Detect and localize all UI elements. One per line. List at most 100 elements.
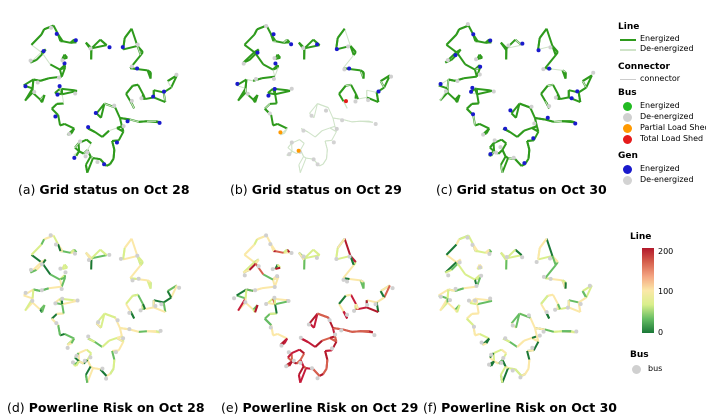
network-graph xyxy=(232,233,395,384)
line-segment xyxy=(534,117,545,121)
line-segment xyxy=(144,306,154,311)
line-segment xyxy=(261,285,275,290)
bus-node xyxy=(474,57,479,62)
bus-node xyxy=(447,298,452,303)
line-segment xyxy=(501,359,507,367)
bus-node xyxy=(345,312,350,317)
line-segment xyxy=(129,328,139,333)
bus-node xyxy=(100,366,105,371)
bus-node xyxy=(520,255,525,260)
bus-node xyxy=(473,298,478,303)
line-segment xyxy=(99,248,108,256)
bus-node xyxy=(506,43,511,48)
line-segment xyxy=(295,359,302,365)
bus-swatch xyxy=(632,365,641,374)
line-segment xyxy=(236,294,246,300)
bus-node xyxy=(510,323,515,328)
legend-bus-total: Total Load Shed xyxy=(640,134,704,143)
line-segment xyxy=(49,273,61,281)
line-segment xyxy=(501,149,507,157)
line-segment xyxy=(100,103,106,119)
line-segment xyxy=(40,238,45,245)
line-segment xyxy=(270,33,275,42)
line-segment xyxy=(482,342,487,346)
bus-node xyxy=(245,91,250,96)
bus-node xyxy=(279,343,284,348)
line-segment xyxy=(303,38,314,50)
bus-node xyxy=(488,296,493,301)
generator-node xyxy=(62,61,67,66)
line-segment xyxy=(275,266,281,270)
bus-node xyxy=(471,324,476,329)
line-segment xyxy=(299,352,306,361)
line-segment xyxy=(516,339,525,348)
line-segment xyxy=(500,348,507,355)
line-segment xyxy=(41,304,46,313)
line-segment xyxy=(568,299,579,304)
line-segment xyxy=(60,277,67,287)
bus-node xyxy=(372,333,377,338)
line-segment xyxy=(129,118,139,123)
bus-node xyxy=(455,79,460,84)
line-segment xyxy=(458,24,469,31)
bus-node xyxy=(242,273,247,278)
generator-node xyxy=(107,45,112,50)
line-segment xyxy=(243,33,256,46)
line-segment xyxy=(73,364,77,367)
line-segment xyxy=(33,78,41,82)
line-segment xyxy=(333,336,338,342)
generator-node xyxy=(470,85,475,90)
line-segment xyxy=(248,262,257,271)
legend-connector-item: connector xyxy=(640,74,681,83)
line-segment xyxy=(267,302,276,306)
line-segment xyxy=(355,93,359,100)
bus-node xyxy=(104,376,109,381)
line-segment xyxy=(90,38,101,50)
bus-node xyxy=(113,350,118,355)
bus-node xyxy=(541,67,546,72)
bus-node xyxy=(342,67,347,72)
line-segment xyxy=(254,304,259,313)
line-segment xyxy=(515,103,521,119)
line-segment xyxy=(490,360,495,367)
line-segment xyxy=(142,93,146,100)
panel-a xyxy=(5,2,190,180)
line-segment xyxy=(286,38,291,43)
bus-node xyxy=(466,298,471,303)
panel-b xyxy=(218,2,403,180)
generator-node xyxy=(340,118,345,123)
generator-node xyxy=(366,98,371,103)
line-segment xyxy=(244,301,255,311)
line-segment xyxy=(275,250,284,254)
line-segment xyxy=(280,132,285,136)
line-segment xyxy=(489,356,495,362)
generator-node xyxy=(536,48,541,53)
line-segment xyxy=(99,38,108,46)
bus-node xyxy=(477,72,482,77)
bus-node xyxy=(135,42,140,47)
line-segment xyxy=(48,285,62,290)
line-segment xyxy=(91,44,107,50)
line-segment xyxy=(477,250,486,254)
line-segment xyxy=(474,123,480,127)
bus-node xyxy=(494,150,499,155)
line-segment xyxy=(64,333,75,340)
bus-partial-swatch xyxy=(623,124,632,133)
line-segment xyxy=(448,78,456,82)
line-segment xyxy=(62,266,68,270)
line-segment xyxy=(342,264,355,279)
line-segment xyxy=(31,301,42,311)
line-segment xyxy=(577,92,582,103)
generator-node xyxy=(469,89,474,94)
generator-node xyxy=(438,82,443,87)
line-segment xyxy=(237,87,247,102)
bus-node xyxy=(547,104,552,109)
deenergized-line-swatch xyxy=(620,49,636,51)
bus-node xyxy=(314,255,319,260)
line-segment xyxy=(237,297,247,312)
bus-node xyxy=(296,148,301,153)
bus-node xyxy=(58,266,63,271)
line-segment xyxy=(366,306,379,314)
line-segment xyxy=(540,93,547,102)
legend-bus-item: bus xyxy=(648,364,663,373)
